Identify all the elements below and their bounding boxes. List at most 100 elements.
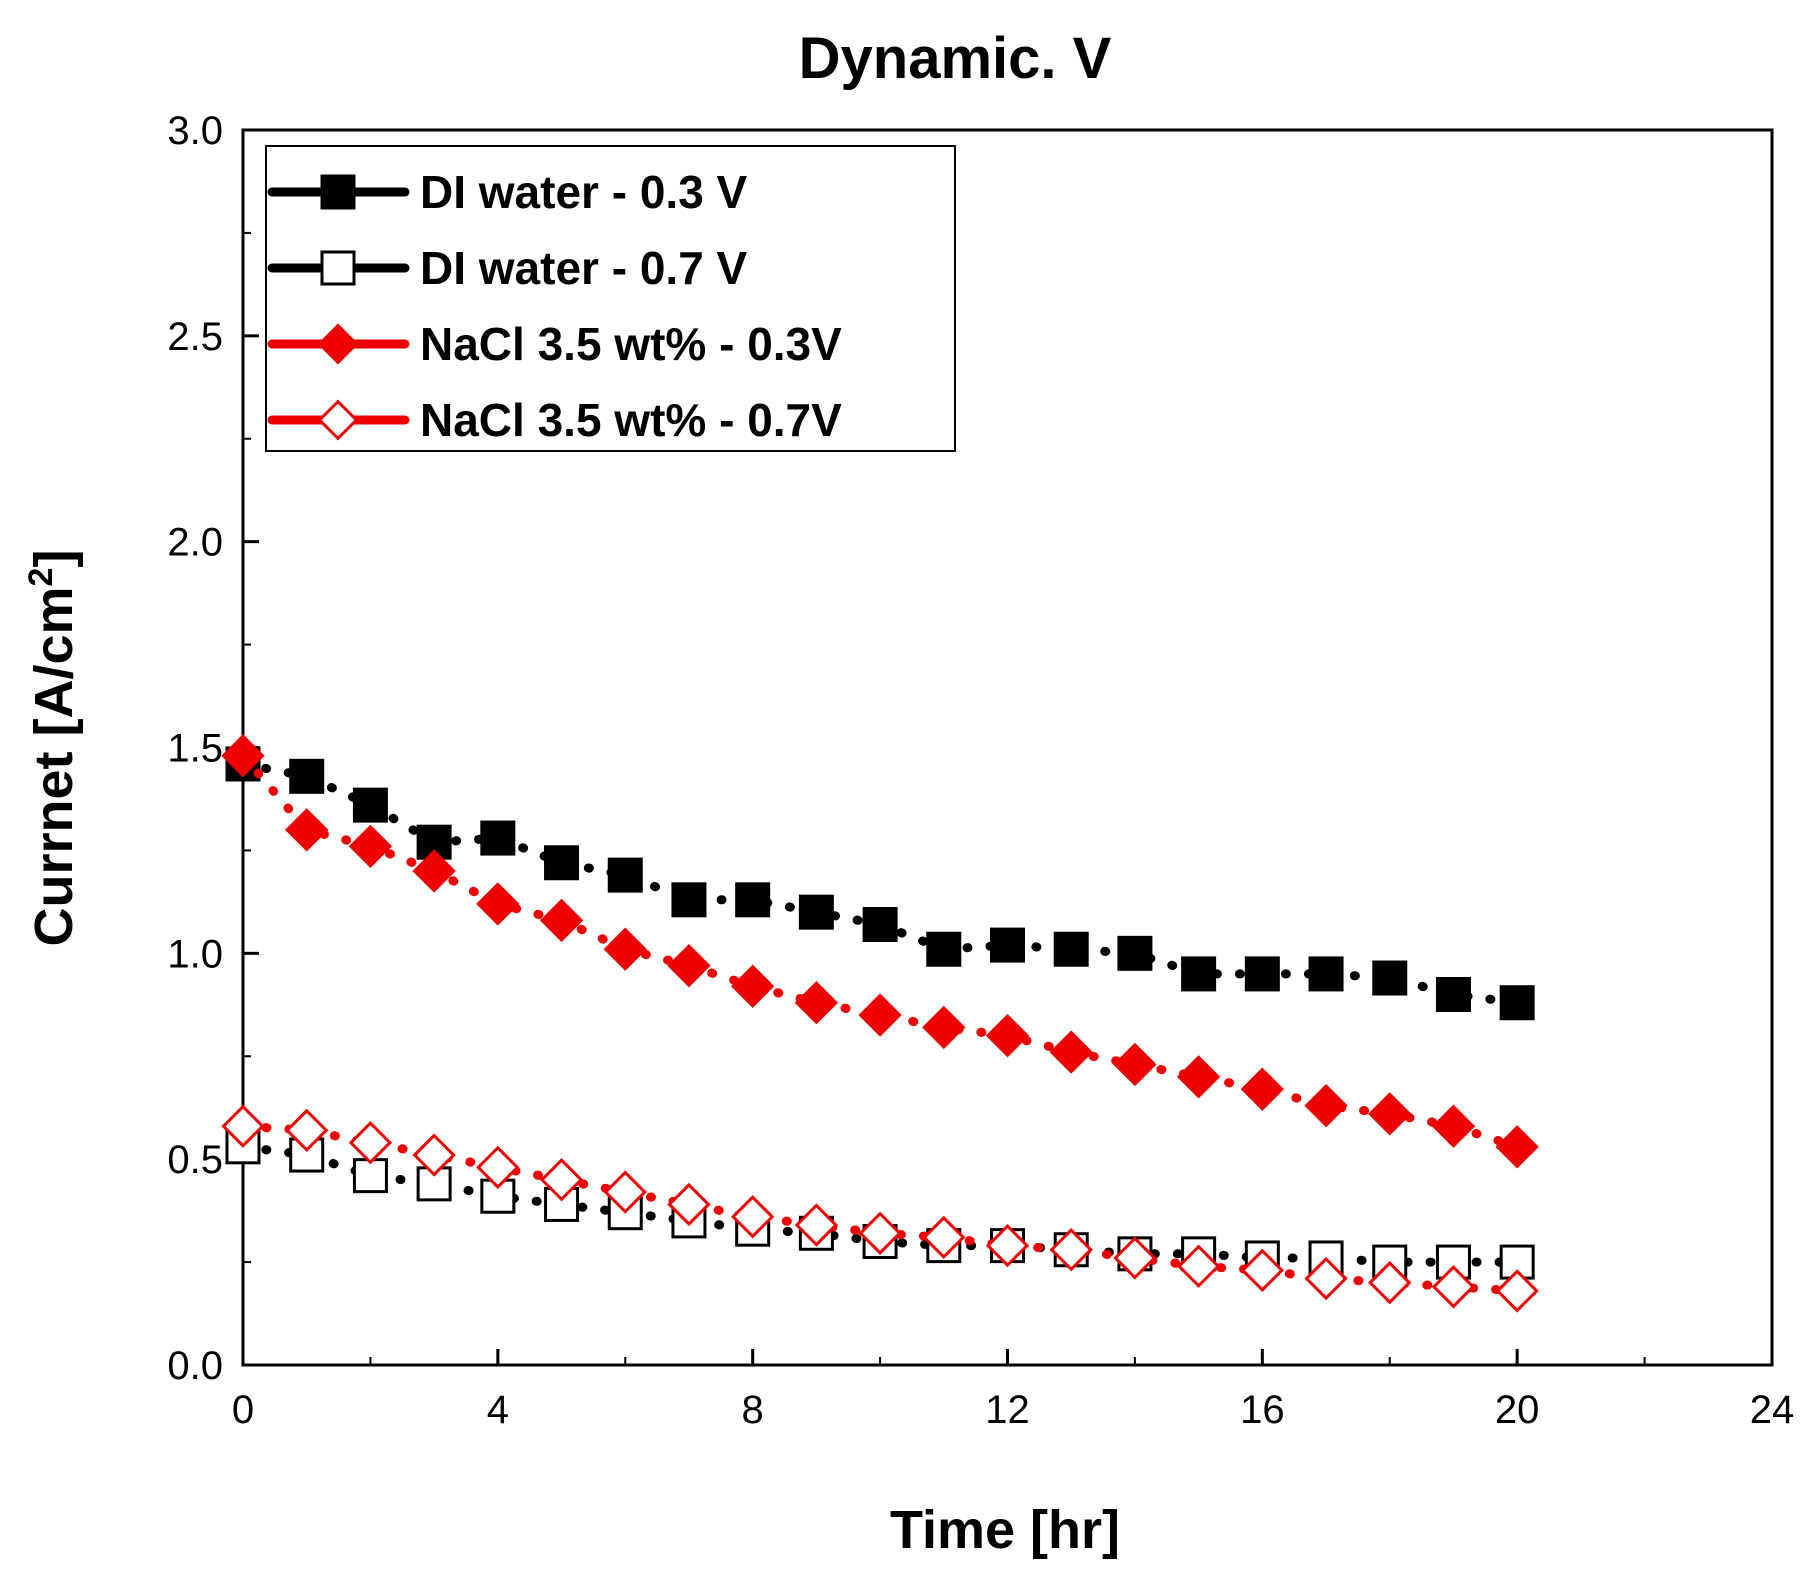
data-point (985, 1223, 1030, 1268)
data-point (221, 1104, 265, 1148)
x-tick-label: 24 (1750, 1388, 1795, 1432)
data-point (476, 1145, 520, 1190)
legend-marker (317, 323, 359, 365)
y-axis-title-superscript: 2 (22, 568, 60, 587)
data-point (480, 820, 516, 856)
data-point (862, 907, 898, 943)
data-point (794, 1203, 839, 1247)
data-point (1240, 1067, 1285, 1111)
data-point (1304, 1083, 1348, 1128)
legend-box (265, 145, 956, 452)
data-point (1049, 1228, 1093, 1272)
data-point (1181, 956, 1217, 992)
x-tick-label: 4 (487, 1388, 509, 1432)
data-point (922, 1005, 966, 1050)
data-point (603, 1170, 647, 1214)
data-point (1431, 1265, 1476, 1309)
data-point (730, 1195, 775, 1239)
plot-area: 0 4 8 12 16 20 24 0.0 0.5 1.0 1.5 2.0 2.5 3.0 (167, 109, 1794, 1432)
data-point (1431, 1104, 1476, 1148)
data-point (348, 1121, 393, 1165)
legend-marker (320, 174, 356, 210)
data-point (1499, 985, 1535, 1021)
y-axis-title: Currnet [A/cm2] (22, 550, 84, 947)
data-point (1368, 1260, 1412, 1305)
data-point (926, 931, 962, 967)
data-point (1113, 1042, 1157, 1087)
data-point (1435, 977, 1471, 1012)
legend-label: NaCl 3.5 wt% - 0.3V (420, 318, 842, 370)
data-point (352, 787, 388, 823)
y-tick-label: 2.5 (167, 315, 223, 359)
y-tick-label: 0.0 (167, 1344, 223, 1388)
data-point (858, 993, 902, 1037)
x-tick-label: 0 (232, 1388, 254, 1432)
data-point (667, 944, 711, 988)
data-point (412, 1133, 456, 1177)
series-1 (225, 746, 1535, 1021)
y-tick-label: 0.5 (167, 1138, 223, 1182)
y-axis-title-suffix: ] (24, 550, 84, 568)
data-point (348, 824, 393, 868)
y-tick-label: 2.0 (167, 521, 223, 565)
legend-item: DI water - 0.3 V (267, 166, 748, 218)
y-axis-title-main: Currnet [A/cm (24, 586, 84, 946)
y-tick-label: 3.0 (167, 109, 223, 153)
data-point (412, 849, 456, 893)
x-tick-label: 20 (1495, 1388, 1540, 1432)
data-point (1176, 1055, 1221, 1099)
data-point (1113, 1236, 1157, 1280)
y-axis-ticks: 0.0 0.5 1.0 1.5 2.0 2.5 3.0 (167, 109, 259, 1388)
series-3 (221, 734, 1539, 1169)
legend-label: DI water - 0.7 V (420, 242, 748, 294)
data-point (735, 882, 771, 918)
data-point (476, 882, 520, 926)
x-tick-label: 12 (985, 1388, 1030, 1432)
data-point (1049, 1030, 1093, 1074)
data-point (544, 1186, 580, 1222)
data-point (1053, 931, 1089, 967)
legend-label: DI water - 0.3 V (420, 166, 748, 218)
x-tick-label: 16 (1240, 1388, 1285, 1432)
legend-item: NaCl 3.5 wt% - 0.7V (267, 394, 842, 446)
legend-marker (317, 399, 359, 441)
data-point (1372, 960, 1408, 996)
data-point (539, 898, 584, 943)
x-axis-title: Time [hr] (890, 1500, 1120, 1560)
data-point (221, 734, 265, 778)
data-point (798, 894, 834, 930)
series-line (238, 751, 1522, 1152)
data-point (1368, 1092, 1412, 1136)
data-point (858, 1211, 902, 1255)
data-point (1308, 956, 1344, 992)
data-point (285, 808, 329, 852)
x-axis-ticks: 0 4 8 12 16 20 24 (232, 1349, 1794, 1432)
legend: DI water - 0.3 V DI water - 0.7 V NaCl 3.5… (265, 145, 956, 452)
data-point (1176, 1244, 1221, 1288)
data-point (289, 758, 325, 794)
data-point (922, 1215, 966, 1260)
data-point (985, 1013, 1030, 1058)
data-point (539, 1158, 584, 1202)
series-4 (221, 1104, 1539, 1313)
legend-item: NaCl 3.5 wt% - 0.3V (267, 318, 842, 370)
y-tick-label: 1.5 (167, 727, 223, 771)
legend-label: NaCl 3.5 wt% - 0.7V (420, 394, 842, 446)
data-point (730, 964, 775, 1008)
data-point (544, 845, 580, 881)
data-point (671, 882, 707, 918)
data-point (352, 1158, 388, 1194)
legend-marker (320, 250, 356, 286)
data-point (285, 1108, 329, 1153)
data-point (1244, 956, 1280, 992)
data-point (667, 1182, 711, 1227)
x-tick-label: 8 (742, 1388, 764, 1432)
chart-title: Dynamic. V (799, 26, 1112, 91)
data-point (1495, 1269, 1539, 1313)
data-point (1304, 1256, 1348, 1301)
data-point (990, 927, 1025, 963)
data-point (794, 981, 839, 1025)
y-tick-label: 1.0 (167, 932, 223, 976)
series-layer (221, 734, 1539, 1313)
